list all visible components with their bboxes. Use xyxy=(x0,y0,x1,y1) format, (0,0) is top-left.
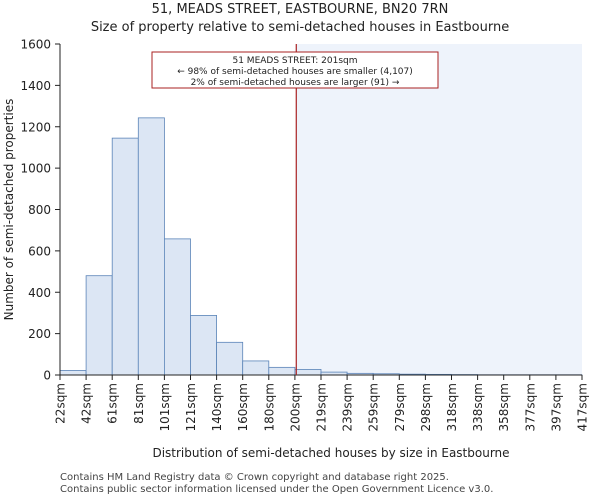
histogram-bar xyxy=(216,341,244,376)
x-tick-label: 200sqm xyxy=(288,383,302,431)
footer-copyright: Contains HM Land Registry data © Crown c… xyxy=(60,472,449,483)
histogram-bars xyxy=(59,117,583,376)
y-axis-label: Number of semi-detached properties xyxy=(2,99,16,321)
y-tick-label: 200 xyxy=(28,327,51,341)
x-tick-label: 121sqm xyxy=(184,383,198,431)
x-axis-ticks: 22sqm 42sqm 61sqm 81sqm 101sqm 121sqm 140sqm 16… xyxy=(54,375,590,431)
chart-title-address: 51, MEADS STREET, EASTBOURNE, BN20 7RN xyxy=(151,2,449,17)
x-tick-label: 298sqm xyxy=(419,383,433,431)
annotation-box xyxy=(151,51,439,89)
y-tick-label: 0 xyxy=(43,369,51,383)
y-tick-label: 1600 xyxy=(20,38,51,52)
x-tick-label: 42sqm xyxy=(80,383,94,424)
y-tick-label: 1000 xyxy=(20,162,51,176)
x-tick-label: 180sqm xyxy=(262,383,276,431)
x-tick-label: 338sqm xyxy=(471,383,485,431)
x-tick-label: 377sqm xyxy=(523,383,537,431)
histogram-bar xyxy=(111,137,139,376)
x-tick-label: 61sqm xyxy=(106,383,120,424)
x-tick-label: 259sqm xyxy=(367,383,381,431)
chart-title: Size of property relative to semi-detach… xyxy=(90,20,510,35)
y-tick-label: 800 xyxy=(28,203,51,217)
x-axis-label: Distribution of semi-detached houses by … xyxy=(152,446,509,460)
histogram-bar xyxy=(294,369,322,376)
x-tick-label: 318sqm xyxy=(445,383,459,431)
histogram-bar xyxy=(190,315,218,376)
annotation-line-2: ← 98% of semi-detached houses are smalle… xyxy=(177,67,413,77)
histogram-bar xyxy=(163,238,191,376)
x-tick-label: 140sqm xyxy=(210,383,224,431)
x-tick-label: 101sqm xyxy=(158,383,172,431)
histogram-bar xyxy=(242,360,270,376)
x-tick-label: 239sqm xyxy=(341,383,355,431)
x-tick-label: 22sqm xyxy=(54,383,68,424)
y-tick-label: 400 xyxy=(28,286,51,300)
y-tick-label: 600 xyxy=(28,244,51,258)
x-tick-label: 81sqm xyxy=(132,383,146,424)
y-axis-ticks: 0 200 400 600 800 1000 1200 1400 1600 xyxy=(20,38,60,383)
annotation-line-3: 2% of semi-detached houses are larger (9… xyxy=(191,78,400,88)
x-tick-label: 397sqm xyxy=(549,383,563,431)
x-tick-label: 358sqm xyxy=(497,383,511,431)
x-tick-label: 219sqm xyxy=(315,383,329,431)
histogram-bar xyxy=(85,275,113,376)
y-tick-label: 1200 xyxy=(20,120,51,134)
x-tick-label: 417sqm xyxy=(576,383,590,431)
histogram-bar xyxy=(137,117,165,376)
y-tick-label: 1400 xyxy=(20,79,51,93)
annotation-line-1: 51 MEADS STREET: 201sqm xyxy=(232,56,357,66)
larger-region-highlight xyxy=(296,44,582,375)
histogram-bar xyxy=(268,366,296,376)
x-tick-label: 279sqm xyxy=(393,383,407,431)
x-tick-label: 160sqm xyxy=(236,383,250,431)
histogram-bar xyxy=(59,370,87,376)
footer-licence: Contains public sector information licen… xyxy=(60,484,494,495)
